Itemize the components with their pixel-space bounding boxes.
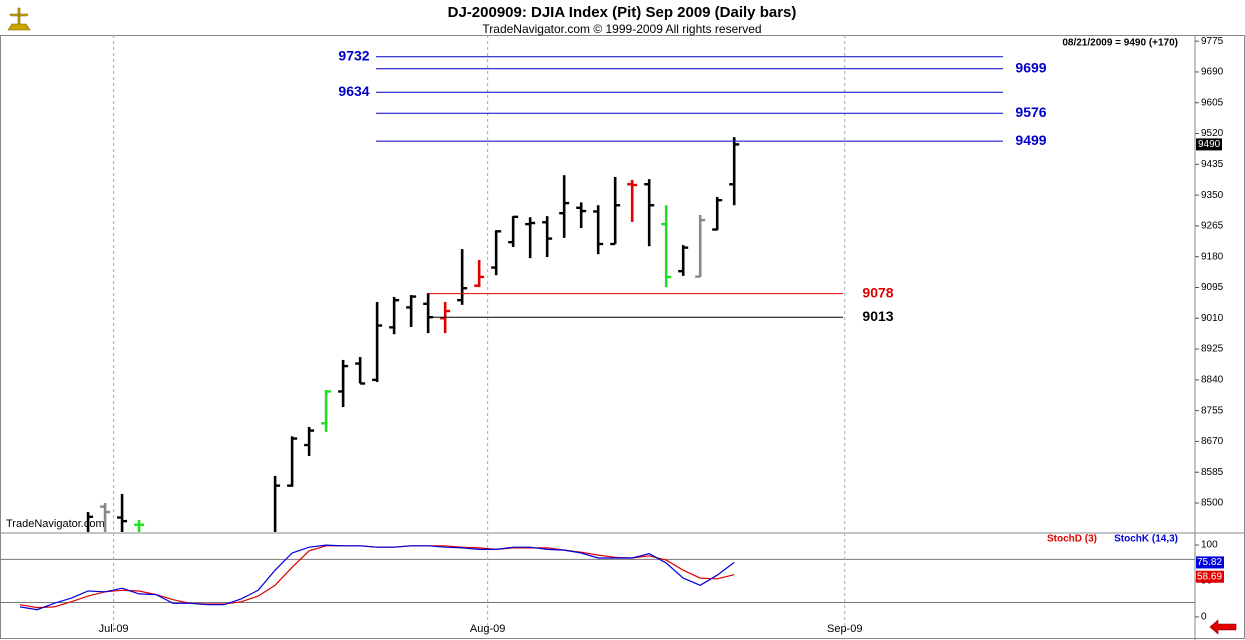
y-tick-label: 9520 (1201, 128, 1224, 139)
y-tick-label: 9265 (1201, 221, 1224, 232)
ohlc-bar (491, 230, 502, 276)
chart-title: DJ-200909: DJIA Index (Pit) Sep 2009 (Da… (448, 4, 797, 21)
ohlc-bar (86, 512, 94, 532)
ohlc-bar (644, 179, 655, 247)
ohlc-bar (457, 249, 468, 305)
ohlc-bar (372, 301, 383, 383)
last-value-label: 58.69 (1197, 571, 1222, 582)
ohlc-bar (678, 245, 689, 276)
ohlc-bar (406, 295, 417, 327)
level-label: 9499 (1015, 132, 1046, 148)
y-tick-label: 100 (1201, 540, 1218, 551)
y-tick-label: 8840 (1201, 374, 1224, 385)
ohlc-bar (525, 217, 536, 259)
ohlc-bar (134, 520, 145, 532)
ohlc-bar (695, 215, 706, 278)
level-label: 9699 (1015, 59, 1046, 75)
ohlc-bar (593, 205, 604, 255)
last-value-box (1196, 556, 1224, 569)
level-label: 9013 (862, 308, 893, 324)
last-value-box (1196, 570, 1224, 583)
level-label: 9732 (338, 47, 369, 63)
y-tick-label: 8500 (1201, 498, 1224, 509)
y-tick-label: 9690 (1201, 67, 1224, 78)
ohlc-bar (610, 177, 621, 246)
y-tick-label: 0 (1201, 612, 1207, 623)
legend-entry: StochD (3) (1047, 534, 1097, 545)
ohlc-bar (661, 205, 672, 288)
level-label: 9078 (862, 284, 893, 300)
x-tick-label: Jul-09 (99, 623, 129, 635)
ohlc-bar (559, 175, 570, 238)
watermark: TradeNavigator.com (6, 518, 105, 530)
ohlc-bar (627, 179, 638, 222)
y-tick-label: 8755 (1201, 405, 1224, 416)
ohlc-bar (100, 503, 111, 532)
chart-subtitle: TradeNavigator.com © 1999-2009 All right… (482, 22, 761, 36)
ohlc-bar (389, 296, 400, 335)
ohlc-bar (474, 259, 485, 288)
ohlc-bar (273, 475, 281, 532)
y-tick-label: 9095 (1201, 282, 1224, 293)
ohlc-bar (542, 216, 553, 258)
stoch-line (20, 544, 735, 611)
ohlc-bar (321, 390, 332, 433)
x-tick-label: Aug-09 (470, 623, 505, 635)
level-label: 9576 (1015, 104, 1046, 120)
ohlc-bar (729, 137, 740, 206)
ohlc-bar (304, 426, 315, 456)
ohlc-bar (338, 359, 349, 408)
logo (7, 7, 31, 31)
y-tick-label: 9350 (1201, 190, 1224, 201)
ohlc-bar (508, 215, 519, 247)
y-tick-label: 9010 (1201, 313, 1224, 324)
price-panel (86, 137, 740, 532)
ohlc-bar (712, 196, 723, 231)
y-tick-label: 8670 (1201, 436, 1224, 447)
y-tick-label: 9435 (1201, 159, 1224, 170)
legend-entry: StochK (14,3) (1114, 534, 1178, 545)
y-tick-label: 8585 (1201, 467, 1224, 478)
last-price-box (1196, 138, 1222, 151)
x-tick-label: Sep-09 (827, 623, 862, 635)
ohlc-bar (355, 357, 366, 385)
last-value-label: 75.82 (1197, 557, 1222, 568)
y-tick-label: 9180 (1201, 251, 1224, 262)
ohlc-bar (287, 436, 298, 487)
y-tick-label: 9775 (1201, 36, 1224, 47)
y-tick-label: 8925 (1201, 344, 1224, 355)
last-price-label: 9490 (1198, 139, 1221, 150)
annotation: 08/21/2009 = 9490 (+170) (1062, 38, 1178, 49)
scroll-arrow[interactable] (1209, 619, 1237, 635)
level-label: 9634 (338, 83, 369, 99)
ohlc-bar (117, 493, 128, 532)
ohlc-bar (576, 202, 587, 229)
y-tick-label: 9605 (1201, 97, 1224, 108)
